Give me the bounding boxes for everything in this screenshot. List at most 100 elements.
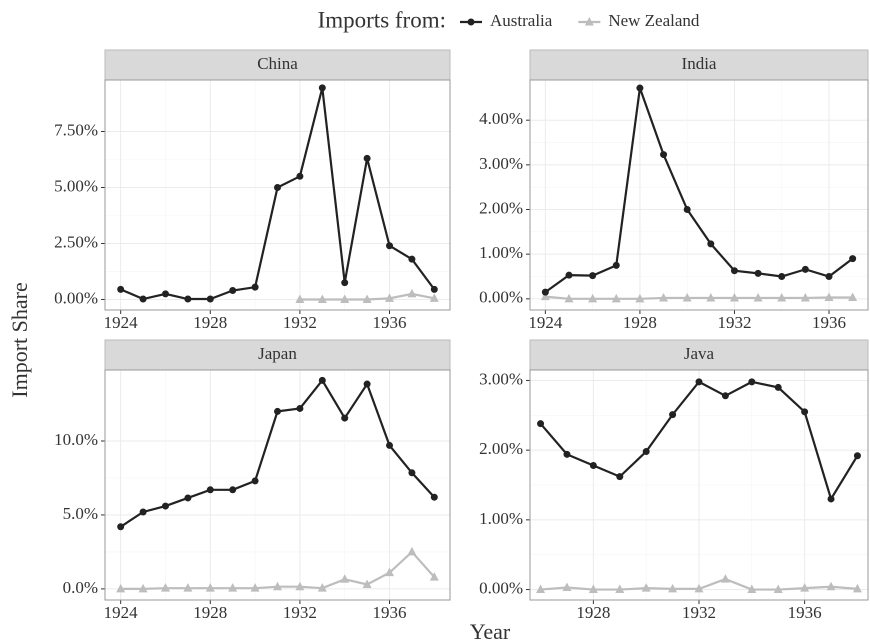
marker	[295, 294, 305, 303]
panel-border	[529, 369, 869, 601]
marker	[540, 291, 550, 301]
y-tick-label: 0.00%	[479, 288, 523, 307]
panel-border	[104, 79, 451, 311]
strip	[529, 49, 869, 81]
panel-border	[104, 369, 451, 601]
x-tick-label: 1928	[193, 603, 227, 622]
marker	[341, 279, 349, 287]
marker	[251, 283, 259, 291]
marker	[827, 495, 835, 503]
marker	[849, 255, 857, 263]
marker	[825, 273, 833, 281]
y-tick-label: 2.50%	[54, 232, 98, 251]
y-tick-label: 3.00%	[479, 154, 523, 173]
panel-border	[529, 79, 869, 311]
marker	[228, 583, 238, 592]
marker	[117, 285, 125, 293]
marker	[206, 486, 214, 494]
marker	[430, 285, 438, 293]
marker	[116, 583, 126, 593]
y-tick-label: 3.00%	[479, 369, 523, 388]
marker	[138, 583, 148, 593]
x-tick-label: 1932	[717, 313, 751, 332]
marker	[229, 287, 237, 295]
marker	[564, 293, 574, 303]
marker	[385, 567, 395, 577]
x-tick-label: 1932	[283, 603, 317, 622]
marker	[826, 581, 836, 591]
marker	[273, 581, 282, 591]
y-tick-label: 0.0%	[63, 578, 98, 597]
marker	[363, 154, 371, 162]
marker	[296, 172, 304, 180]
marker	[362, 579, 372, 588]
marker	[139, 295, 147, 303]
y-tick-label: 7.50%	[54, 120, 98, 139]
strip	[529, 339, 869, 371]
marker	[848, 292, 858, 301]
marker	[748, 378, 756, 386]
marker	[562, 582, 572, 591]
marker	[612, 261, 620, 269]
panel-title: Java	[684, 344, 715, 363]
y-tick-label: 4.00%	[479, 109, 523, 128]
marker	[184, 295, 192, 303]
marker	[694, 583, 704, 593]
x-tick-label: 1936	[812, 313, 846, 332]
marker	[636, 84, 644, 92]
marker	[801, 408, 809, 416]
marker	[773, 584, 783, 594]
marker	[824, 292, 834, 301]
marker	[429, 293, 439, 302]
marker	[429, 572, 439, 581]
marker	[161, 502, 169, 510]
marker	[565, 271, 573, 279]
marker	[318, 376, 326, 384]
marker	[669, 411, 677, 419]
marker	[615, 584, 625, 594]
marker	[318, 84, 326, 92]
marker	[721, 392, 729, 400]
series-line	[544, 87, 854, 294]
marker	[183, 583, 193, 592]
marker	[641, 583, 651, 592]
marker	[274, 407, 281, 415]
marker	[720, 574, 730, 583]
marker	[341, 414, 349, 422]
marker	[695, 378, 703, 386]
marker	[250, 583, 260, 592]
marker	[730, 267, 738, 275]
marker	[385, 293, 395, 302]
panel-title: Japan	[258, 344, 297, 363]
marker	[800, 292, 810, 302]
marker	[317, 583, 327, 592]
marker	[611, 293, 621, 303]
marker	[729, 292, 739, 302]
y-tick-label: 5.00%	[54, 176, 98, 195]
marker	[563, 450, 571, 458]
marker	[777, 292, 787, 302]
series-line	[545, 295, 853, 300]
marker	[801, 265, 809, 273]
marker	[800, 583, 810, 592]
marker	[407, 288, 417, 298]
legend-title: Imports from:	[318, 7, 446, 32]
x-tick-label: 1924	[104, 313, 139, 332]
marker	[754, 269, 762, 277]
legend-marker	[467, 18, 475, 26]
y-tick-label: 0.00%	[54, 288, 98, 307]
marker	[588, 293, 598, 303]
marker	[340, 574, 350, 583]
marker	[386, 441, 394, 449]
panel-background	[105, 80, 450, 310]
x-tick-label: 1932	[682, 603, 716, 622]
marker	[206, 295, 214, 303]
legend-label: Australia	[490, 11, 553, 30]
marker	[160, 583, 170, 592]
marker	[589, 272, 597, 280]
marker	[184, 494, 192, 502]
legend-label: New Zealand	[608, 11, 700, 30]
marker	[642, 448, 650, 456]
marker	[251, 477, 259, 485]
